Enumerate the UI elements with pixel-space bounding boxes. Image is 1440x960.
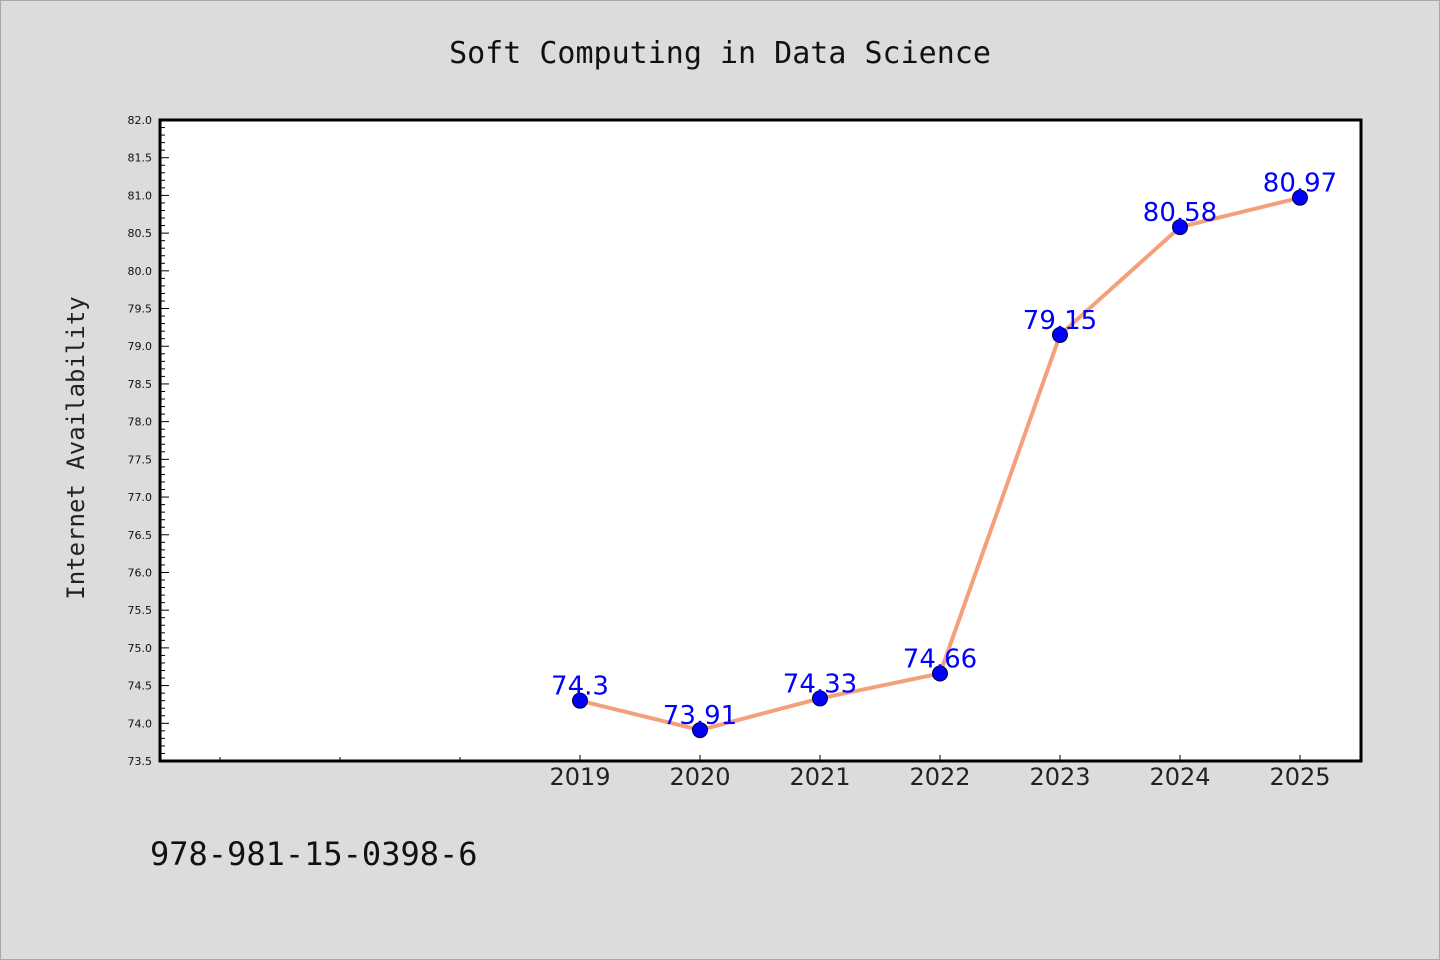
series-group [572,189,1308,739]
y-tick-label: 76.0 [128,566,153,579]
data-labels-group: 74.3 73.91 74.33 74.66 79.15 80.58 80.97 [551,169,1337,731]
data-label: 79.15 [1023,306,1097,336]
y-tick-label: 81.0 [128,189,153,202]
y-tick-label: 78.5 [128,378,153,391]
x-tick-label: 2020 [669,763,730,791]
y-tick-label: 76.5 [128,529,153,542]
y-tick-label: 74.5 [128,680,153,693]
data-label: 80.97 [1263,169,1337,199]
data-label: 74.33 [783,669,857,699]
x-tick-label: 2024 [1149,763,1210,791]
y-tick-label: 73.5 [128,755,153,768]
x-axis: 2019 2020 2021 2022 2023 2024 2025 [219,755,1331,791]
data-point [1172,219,1188,236]
data-label: 80.58 [1143,198,1217,228]
x-tick-label: 2023 [1029,763,1090,791]
y-tick-label: 82.0 [128,114,153,127]
y-axis-label: Internet Availability [62,296,90,599]
data-label: 74.3 [551,672,609,702]
y-tick-label: 79.0 [128,340,153,353]
data-point [932,665,948,682]
x-tick-label: 2022 [909,763,970,791]
x-tick-label: 2025 [1269,763,1330,791]
data-label: 74.66 [903,645,977,675]
isbn-footer: 978-981-15-0398-6 [150,835,478,873]
data-point [692,722,708,739]
y-tick-label: 78.0 [128,416,153,429]
y-tick-label: 74.0 [128,717,153,730]
y-tick-label: 77.0 [128,491,153,504]
data-point [812,690,828,707]
y-tick-label: 75.5 [128,604,153,617]
plot-area [158,118,1363,763]
chart-title: Soft Computing in Data Science [449,36,991,71]
y-axis: 73.5 74.0 74.5 75.0 75.5 76.0 76.5 77.0 77.5 78.0… [128,114,169,768]
y-tick-label: 80.0 [128,265,153,278]
y-tick-label: 80.5 [128,227,153,240]
y-tick-label: 77.5 [128,453,153,466]
x-tick-label: 2019 [549,763,610,791]
data-point [572,692,588,709]
y-tick-label: 79.5 [128,303,153,316]
y-tick-label: 75.0 [128,642,153,655]
y-tick-label: 81.5 [128,152,153,165]
data-label: 73.91 [663,701,737,731]
data-point [1292,189,1308,206]
x-tick-label: 2021 [789,763,850,791]
data-point [1052,326,1068,343]
